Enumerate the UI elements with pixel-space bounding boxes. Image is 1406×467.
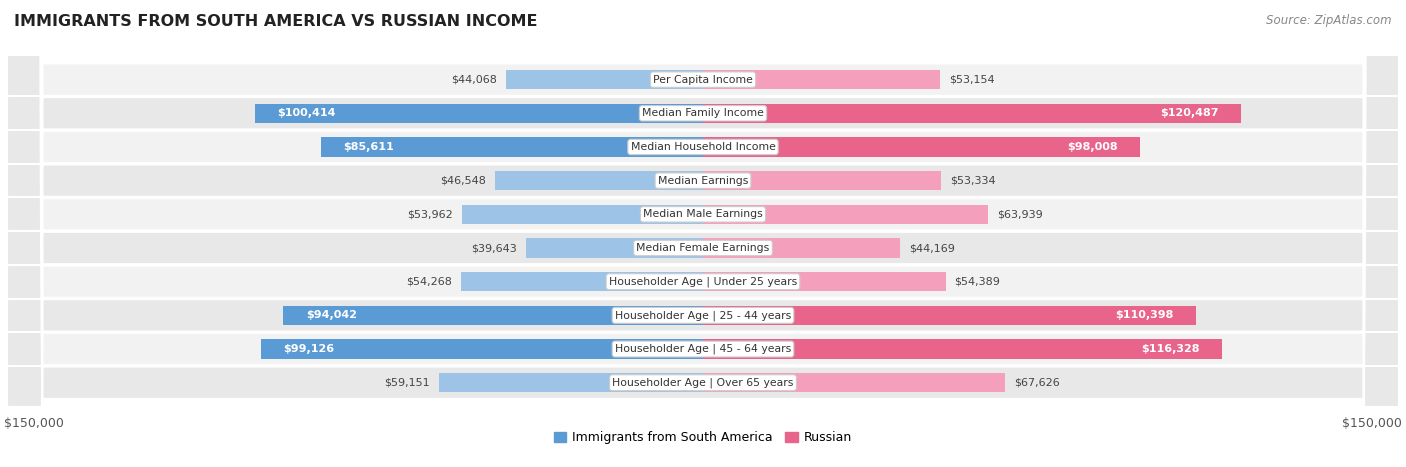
Text: $46,548: $46,548 xyxy=(440,176,486,186)
Bar xyxy=(321,137,703,157)
Bar xyxy=(439,373,703,392)
Text: $67,626: $67,626 xyxy=(1014,378,1059,388)
Text: IMMIGRANTS FROM SOUTH AMERICA VS RUSSIAN INCOME: IMMIGRANTS FROM SOUTH AMERICA VS RUSSIAN… xyxy=(14,14,537,29)
Text: $100,414: $100,414 xyxy=(277,108,336,118)
FancyBboxPatch shape xyxy=(7,0,1399,467)
Text: Source: ZipAtlas.com: Source: ZipAtlas.com xyxy=(1267,14,1392,27)
Text: Householder Age | 25 - 44 years: Householder Age | 25 - 44 years xyxy=(614,310,792,321)
Bar xyxy=(703,205,988,224)
Text: Householder Age | Over 65 years: Householder Age | Over 65 years xyxy=(612,377,794,388)
Text: Median Male Earnings: Median Male Earnings xyxy=(643,209,763,219)
Text: $99,126: $99,126 xyxy=(283,344,335,354)
Text: $54,268: $54,268 xyxy=(406,276,451,287)
Text: $116,328: $116,328 xyxy=(1142,344,1199,354)
Text: $120,487: $120,487 xyxy=(1160,108,1218,118)
Text: $44,068: $44,068 xyxy=(451,75,498,85)
FancyBboxPatch shape xyxy=(7,0,1399,467)
Bar xyxy=(254,104,703,123)
Bar xyxy=(703,373,1005,392)
Text: $85,611: $85,611 xyxy=(343,142,394,152)
Text: $63,939: $63,939 xyxy=(997,209,1043,219)
Text: $53,962: $53,962 xyxy=(408,209,453,219)
Bar xyxy=(284,305,703,325)
Bar xyxy=(703,339,1222,359)
Bar xyxy=(495,171,703,191)
Text: $53,154: $53,154 xyxy=(949,75,994,85)
Text: Median Earnings: Median Earnings xyxy=(658,176,748,186)
FancyBboxPatch shape xyxy=(7,0,1399,467)
Text: Per Capita Income: Per Capita Income xyxy=(652,75,754,85)
FancyBboxPatch shape xyxy=(7,0,1399,467)
Bar xyxy=(703,171,941,191)
Legend: Immigrants from South America, Russian: Immigrants from South America, Russian xyxy=(548,426,858,449)
Bar xyxy=(506,70,703,89)
Text: $53,334: $53,334 xyxy=(950,176,995,186)
Text: Median Household Income: Median Household Income xyxy=(630,142,776,152)
Text: $59,151: $59,151 xyxy=(385,378,430,388)
Bar xyxy=(260,339,703,359)
Text: Median Family Income: Median Family Income xyxy=(643,108,763,118)
FancyBboxPatch shape xyxy=(7,0,1399,467)
FancyBboxPatch shape xyxy=(7,0,1399,467)
Text: $44,169: $44,169 xyxy=(908,243,955,253)
Bar xyxy=(703,305,1195,325)
Text: $110,398: $110,398 xyxy=(1115,311,1173,320)
FancyBboxPatch shape xyxy=(7,0,1399,467)
Bar xyxy=(703,272,946,291)
Bar xyxy=(703,137,1140,157)
Text: Householder Age | 45 - 64 years: Householder Age | 45 - 64 years xyxy=(614,344,792,354)
Text: $39,643: $39,643 xyxy=(471,243,517,253)
Bar xyxy=(703,70,941,89)
Bar xyxy=(461,272,703,291)
FancyBboxPatch shape xyxy=(7,0,1399,467)
FancyBboxPatch shape xyxy=(7,0,1399,467)
Bar xyxy=(526,238,703,258)
Bar xyxy=(703,238,900,258)
Bar xyxy=(463,205,703,224)
FancyBboxPatch shape xyxy=(7,0,1399,467)
Text: Median Female Earnings: Median Female Earnings xyxy=(637,243,769,253)
Text: Householder Age | Under 25 years: Householder Age | Under 25 years xyxy=(609,276,797,287)
Text: $94,042: $94,042 xyxy=(305,311,357,320)
Text: $54,389: $54,389 xyxy=(955,276,1001,287)
Bar xyxy=(703,104,1240,123)
Text: $98,008: $98,008 xyxy=(1067,142,1118,152)
